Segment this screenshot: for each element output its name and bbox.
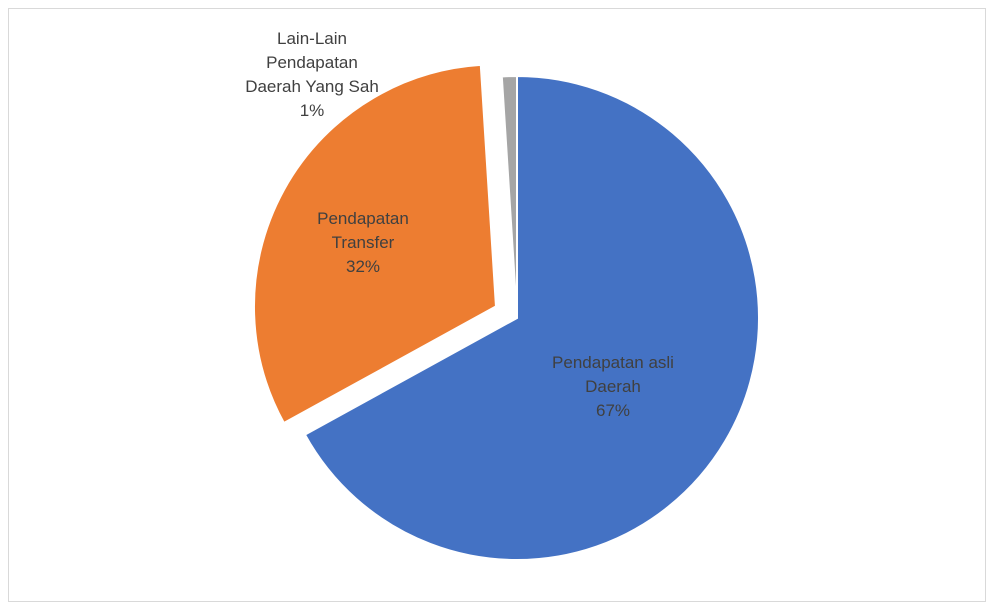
pie-slice-lain-lain-pendapatan-daerah-yang-sah — [500, 74, 518, 319]
pie-slice-pendapatan-transfer — [253, 63, 498, 425]
data-label-pendapatan-transfer: Pendapatan Transfer 32% — [317, 209, 409, 276]
pie-slice-pendapatan-asli-daerah — [303, 74, 760, 561]
data-label-lain-lain-pendapatan-daerah-yang-sah: Lain-Lain Pendapatan Daerah Yang Sah 1% — [245, 29, 379, 120]
data-label-pendapatan-asli-daerah: Pendapatan asli Daerah 67% — [552, 353, 674, 420]
